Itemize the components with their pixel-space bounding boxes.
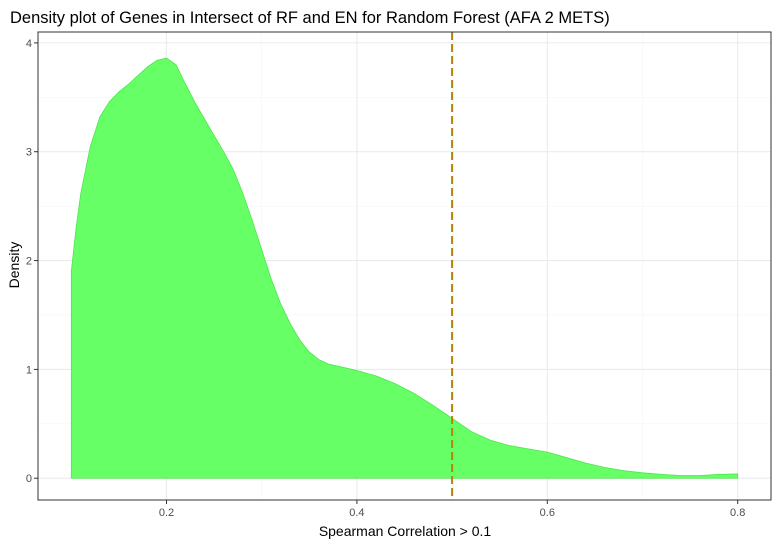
y-tick-label: 2 bbox=[26, 256, 32, 268]
chart-title: Density plot of Genes in Intersect of RF… bbox=[10, 9, 610, 27]
x-axis-title: Spearman Correlation > 0.1 bbox=[319, 523, 492, 539]
x-tick-label: 0.6 bbox=[540, 507, 555, 519]
y-tick-label: 4 bbox=[26, 38, 32, 50]
y-tick-label: 1 bbox=[26, 364, 32, 376]
x-tick-label: 0.4 bbox=[349, 507, 364, 519]
y-axis-title: Density bbox=[6, 242, 22, 289]
y-tick-label: 0 bbox=[26, 473, 32, 485]
x-tick-label: 0.2 bbox=[159, 507, 174, 519]
x-tick-label: 0.8 bbox=[730, 507, 745, 519]
density-area bbox=[70, 57, 739, 479]
plot-panel: 0.2 0.4 0.6 0.8 0 1 2 3 4 bbox=[26, 31, 772, 519]
y-tick-label: 3 bbox=[26, 147, 32, 159]
panel-border bbox=[37, 31, 772, 501]
